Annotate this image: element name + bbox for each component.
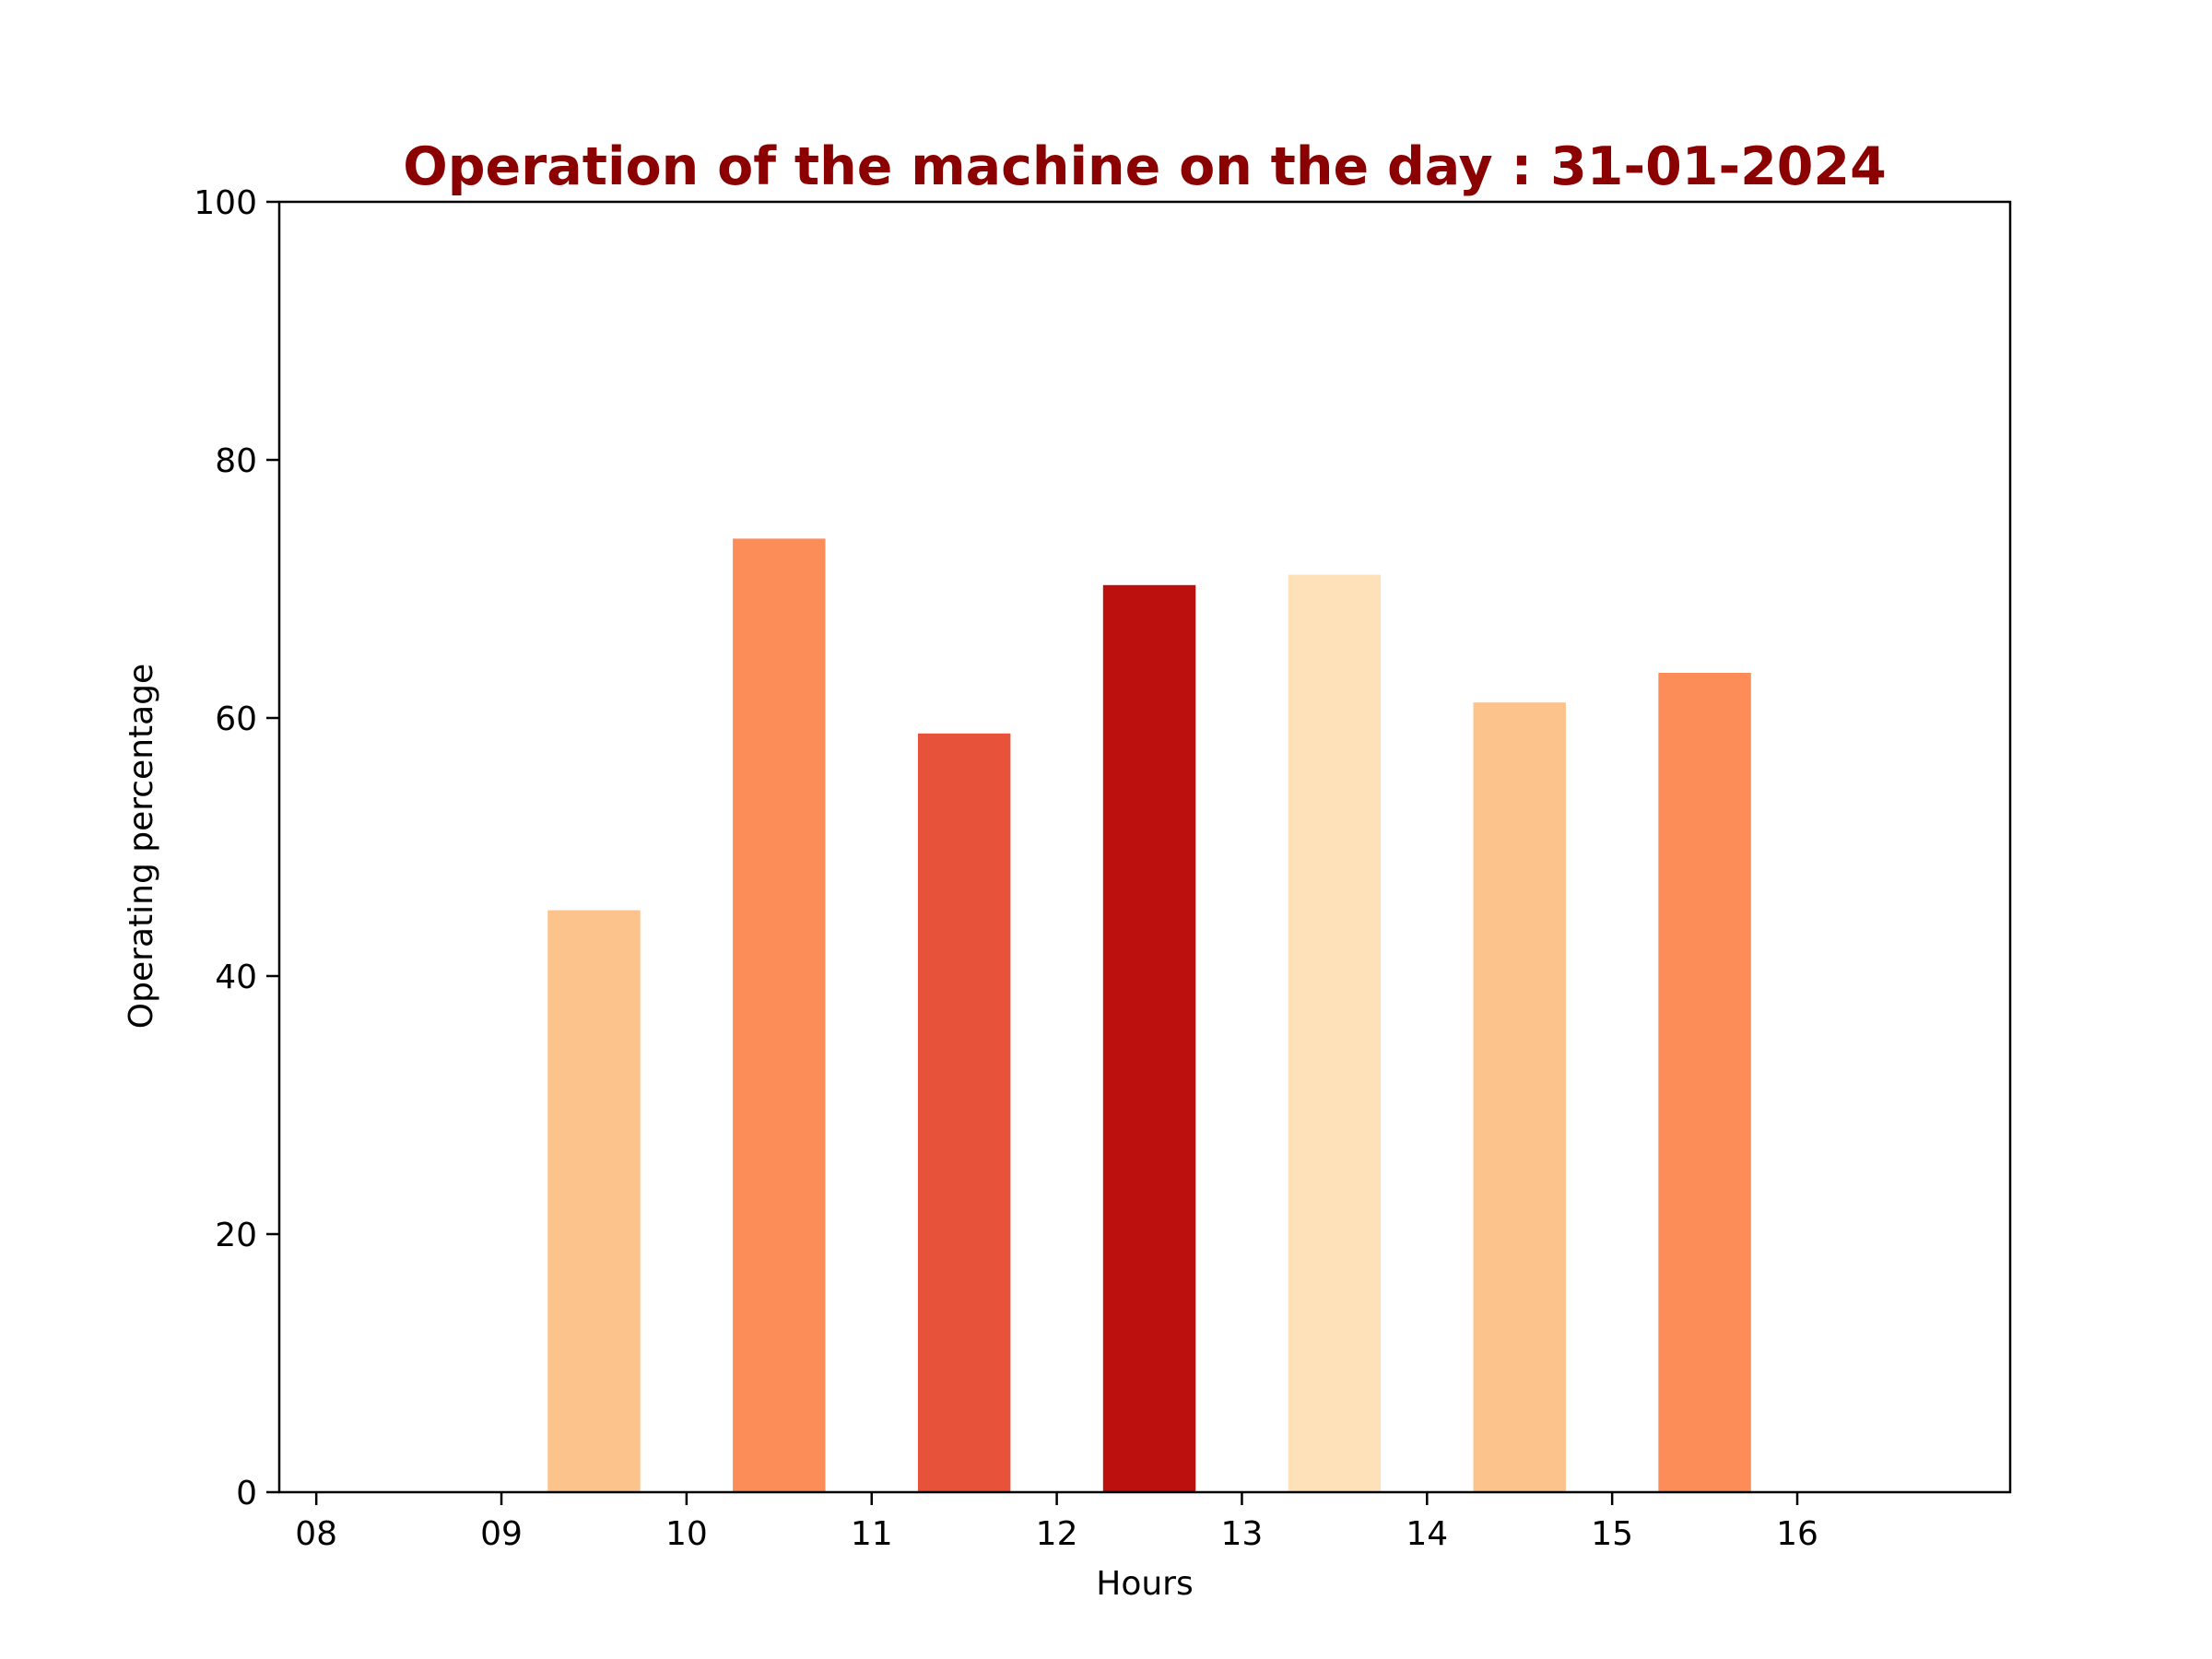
x-tick-label-4: 12 (1036, 1515, 1078, 1553)
x-tick-label-1: 09 (480, 1515, 523, 1553)
y-axis-ticks: 0 20 40 60 80 100 (194, 184, 279, 1512)
bar-2 (917, 733, 1011, 1492)
y-axis-label: Operating percentage (123, 664, 160, 1029)
bar-0 (547, 910, 641, 1492)
bars-layer (547, 538, 1751, 1492)
bar-3 (1102, 584, 1196, 1492)
y-tick-label-2: 40 (215, 959, 257, 996)
plot-frame (277, 200, 2012, 1494)
bar-5 (1473, 702, 1566, 1492)
x-tick-label-2: 10 (665, 1515, 708, 1553)
x-tick-label-8: 16 (1776, 1515, 1818, 1553)
x-tick-label-6: 14 (1406, 1515, 1448, 1553)
x-axis-label: Hours (1096, 1565, 1193, 1603)
x-tick-label-7: 15 (1591, 1515, 1633, 1553)
y-tick-label-0: 0 (236, 1475, 257, 1512)
x-tick-label-3: 11 (851, 1515, 893, 1553)
y-tick-label-5: 100 (194, 184, 257, 222)
x-tick-label-5: 13 (1221, 1515, 1264, 1553)
y-tick-label-3: 60 (215, 700, 257, 738)
bar-6 (1658, 673, 1751, 1492)
x-tick-label-0: 08 (295, 1515, 337, 1553)
bar-1 (733, 538, 826, 1492)
bar-4 (1288, 574, 1382, 1492)
chart-title: Operation of the machine on the day : 31… (403, 136, 1887, 197)
x-axis-ticks: 08 09 10 11 12 13 14 15 16 (295, 1492, 1818, 1553)
y-tick-label-4: 80 (215, 442, 257, 480)
y-tick-label-1: 20 (215, 1217, 257, 1254)
